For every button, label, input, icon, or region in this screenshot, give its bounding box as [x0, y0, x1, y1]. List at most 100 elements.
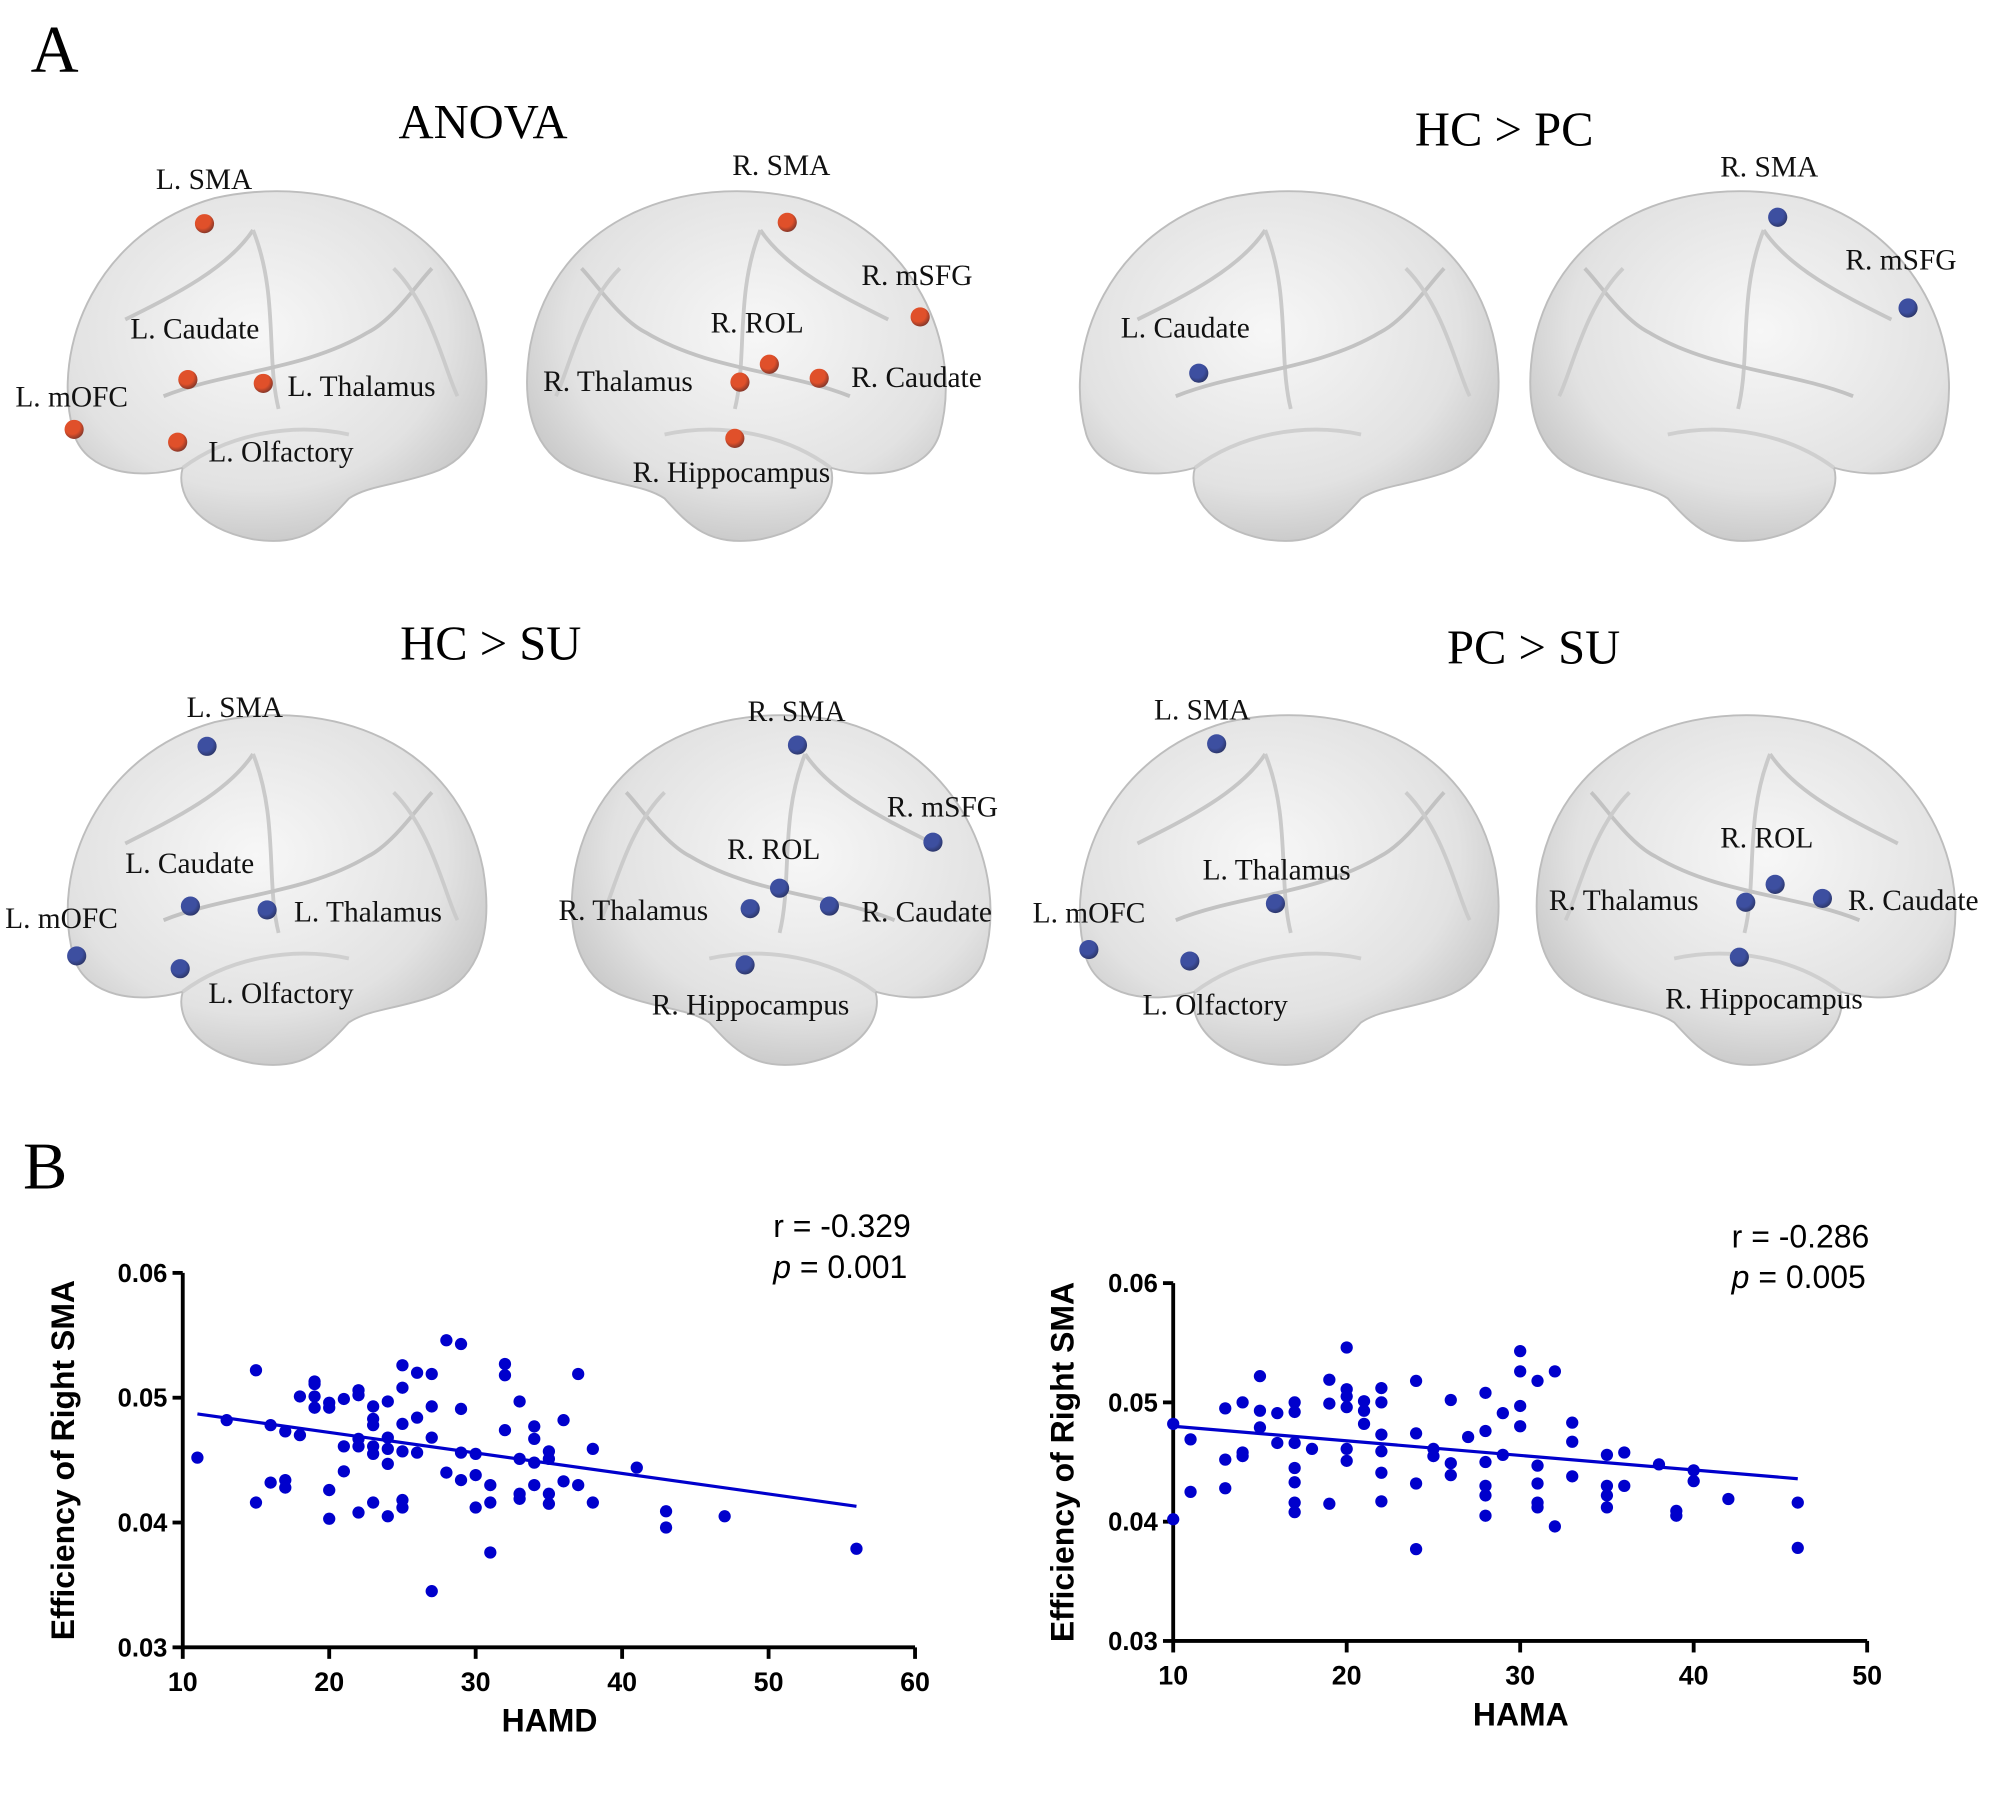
x-tick-label: 10 — [1158, 1660, 1188, 1690]
regression-line — [197, 1412, 857, 1508]
data-point — [352, 1389, 365, 1402]
x-tick-label: 10 — [168, 1667, 198, 1697]
data-point — [396, 1381, 409, 1394]
region-node — [1898, 298, 1918, 318]
data-point — [1479, 1509, 1492, 1522]
data-point — [1167, 1513, 1180, 1526]
data-point — [1600, 1489, 1614, 1502]
data-point — [1271, 1406, 1284, 1420]
data-point — [1531, 1459, 1544, 1472]
panel-b-label: B — [23, 1131, 68, 1204]
brain-surface — [1078, 190, 1500, 542]
data-point — [1236, 1449, 1249, 1463]
data-point — [557, 1414, 570, 1427]
region-node — [1189, 363, 1209, 383]
data-point — [850, 1542, 863, 1555]
data-point — [1288, 1405, 1301, 1419]
data-point — [1566, 1435, 1579, 1448]
regression-line — [1173, 1424, 1798, 1481]
data-point — [1687, 1474, 1700, 1488]
data-point — [410, 1446, 424, 1459]
p-value: p = 0.005 — [1731, 1259, 1866, 1295]
data-point — [323, 1483, 336, 1497]
region-node — [257, 900, 277, 920]
correlation-r: r = -0.286 — [1732, 1218, 1870, 1254]
data-point — [308, 1377, 321, 1391]
correlation-r: r = -0.329 — [773, 1208, 911, 1244]
data-point — [1409, 1374, 1423, 1388]
region-node — [740, 899, 760, 919]
region-label: L. SMA — [1154, 693, 1251, 726]
y-tick-label: 0.04 — [1108, 1509, 1159, 1537]
region-label: L. Olfactory — [1142, 989, 1288, 1022]
data-point — [513, 1492, 526, 1505]
x-tick-label: 50 — [1852, 1660, 1882, 1690]
region-label: R. mSFG — [886, 791, 999, 824]
scatter-hamd: 0.03 0.04 0.05 0.06 10 20 30 40 50 60 HAMD Efficien… — [45, 1208, 930, 1739]
data-point — [249, 1364, 263, 1377]
region-label: R. Hippocampus — [1665, 982, 1863, 1015]
data-point — [1288, 1396, 1301, 1409]
data-point — [293, 1429, 307, 1442]
data-point — [1288, 1461, 1301, 1475]
data-point — [1600, 1448, 1614, 1462]
data-point — [425, 1400, 438, 1413]
data-point — [1323, 1397, 1336, 1410]
data-point — [630, 1461, 643, 1474]
data-point — [1514, 1399, 1527, 1413]
data-point — [586, 1496, 599, 1509]
data-point — [572, 1367, 585, 1381]
data-point — [1444, 1469, 1457, 1482]
data-point — [425, 1367, 438, 1381]
data-point — [1479, 1386, 1492, 1399]
region-label: L. mOFC — [1032, 897, 1146, 930]
data-point — [293, 1390, 307, 1403]
p-value: p = 0.001 — [772, 1249, 907, 1285]
region-node — [64, 419, 84, 439]
data-point — [1670, 1509, 1683, 1522]
data-point — [1444, 1393, 1457, 1407]
data-point — [396, 1359, 409, 1372]
data-point — [440, 1466, 453, 1479]
data-point — [1618, 1479, 1631, 1493]
data-point — [1253, 1370, 1267, 1383]
brain-surface — [1535, 714, 1957, 1066]
brain-surface — [526, 190, 947, 542]
data-point — [1791, 1496, 1804, 1509]
data-point — [1479, 1489, 1492, 1502]
scatter-hama: 0.03 0.04 0.05 0.06 10 20 30 40 50 HAMA Efficiency… — [1045, 1218, 1883, 1732]
region-label: R. Caudate — [851, 361, 982, 394]
data-point — [1219, 1482, 1232, 1495]
data-point — [1514, 1344, 1527, 1358]
data-point — [1409, 1477, 1423, 1490]
data-point — [381, 1510, 394, 1523]
region-node — [759, 354, 779, 374]
region-label: R. Caudate — [1847, 884, 1979, 917]
panel-title-hc-su: HC > SU — [400, 617, 582, 671]
data-point — [542, 1497, 556, 1510]
data-point — [1427, 1449, 1440, 1463]
data-point — [1375, 1466, 1388, 1479]
region-label: R. Caudate — [861, 895, 992, 928]
region-label: L. mOFC — [5, 902, 118, 935]
data-point — [337, 1440, 350, 1453]
data-point — [1184, 1485, 1197, 1498]
region-label: R. Hippocampus — [651, 989, 850, 1022]
data-point — [191, 1451, 204, 1464]
data-point — [1236, 1396, 1249, 1409]
data-point — [1375, 1396, 1388, 1409]
data-point — [1531, 1374, 1544, 1388]
data-point — [1548, 1520, 1562, 1533]
data-point — [1340, 1442, 1353, 1456]
data-point — [1375, 1495, 1388, 1508]
x-tick-label: 30 — [1505, 1660, 1535, 1690]
x-axis-label: HAMD — [502, 1703, 598, 1739]
region-label: R. ROL — [727, 833, 821, 866]
data-point — [572, 1478, 585, 1492]
region-node — [180, 896, 201, 916]
data-point — [528, 1420, 541, 1433]
data-point — [1409, 1427, 1423, 1440]
data-point — [1357, 1404, 1371, 1417]
data-point — [586, 1442, 599, 1456]
data-point — [367, 1496, 380, 1509]
